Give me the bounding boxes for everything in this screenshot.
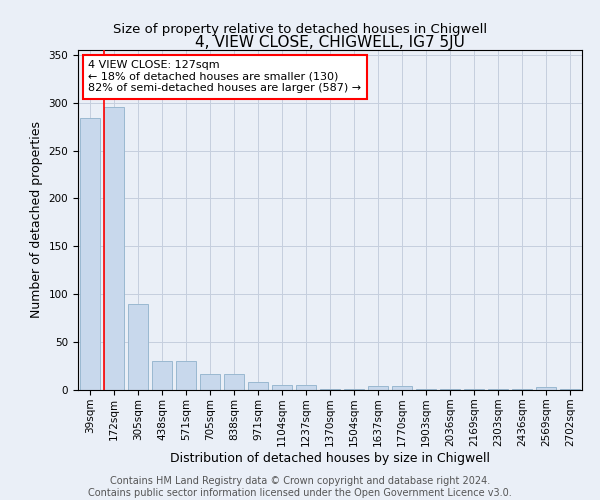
Bar <box>440 389 460 390</box>
Bar <box>464 389 484 390</box>
Bar <box>488 389 508 390</box>
Text: Contains HM Land Registry data © Crown copyright and database right 2024.
Contai: Contains HM Land Registry data © Crown c… <box>88 476 512 498</box>
Bar <box>416 389 436 390</box>
Bar <box>368 386 388 390</box>
Text: 4 VIEW CLOSE: 127sqm
← 18% of detached houses are smaller (130)
82% of semi-deta: 4 VIEW CLOSE: 127sqm ← 18% of detached h… <box>88 60 361 94</box>
Bar <box>128 304 148 390</box>
Bar <box>344 389 364 390</box>
Bar <box>248 382 268 390</box>
Bar <box>392 386 412 390</box>
Bar <box>536 387 556 390</box>
Bar <box>296 385 316 390</box>
Bar <box>104 108 124 390</box>
Bar <box>512 389 532 390</box>
Bar <box>80 118 100 390</box>
Bar <box>272 385 292 390</box>
Text: Size of property relative to detached houses in Chigwell: Size of property relative to detached ho… <box>113 22 487 36</box>
Bar <box>152 362 172 390</box>
Bar <box>176 362 196 390</box>
Bar <box>200 374 220 390</box>
X-axis label: Distribution of detached houses by size in Chigwell: Distribution of detached houses by size … <box>170 452 490 465</box>
Bar <box>560 389 580 390</box>
Bar <box>320 389 340 390</box>
Bar <box>224 374 244 390</box>
Y-axis label: Number of detached properties: Number of detached properties <box>30 122 43 318</box>
Title: 4, VIEW CLOSE, CHIGWELL, IG7 5JU: 4, VIEW CLOSE, CHIGWELL, IG7 5JU <box>195 35 465 50</box>
